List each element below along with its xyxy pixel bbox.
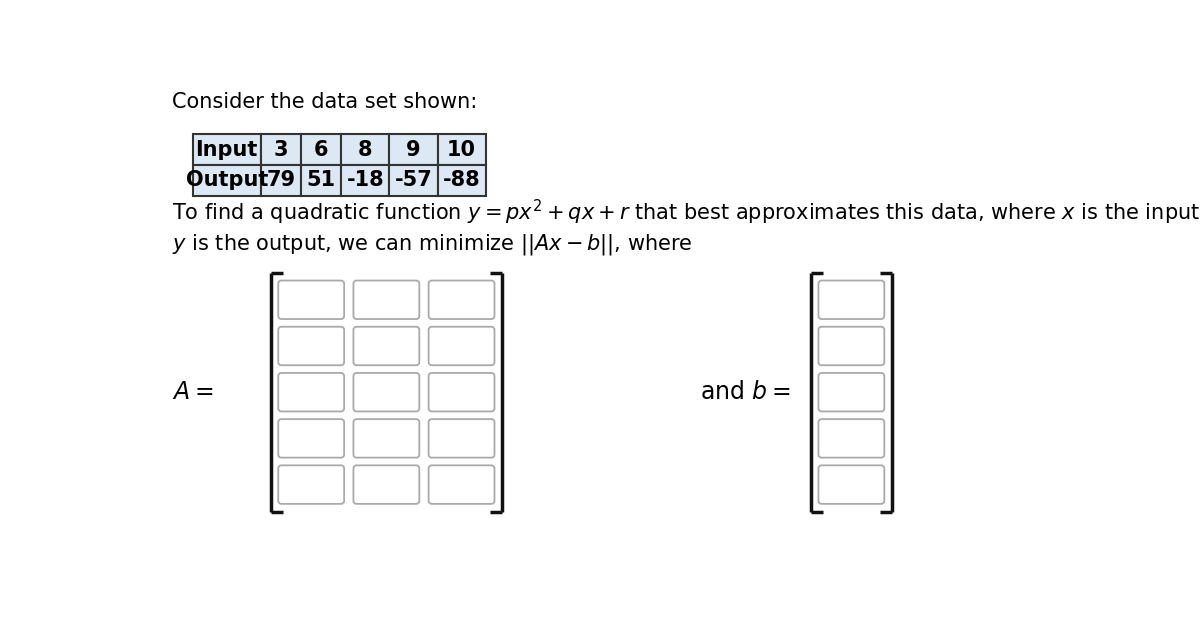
FancyBboxPatch shape [354,419,419,457]
Text: $A =$: $A =$ [172,380,212,404]
FancyBboxPatch shape [818,419,884,457]
FancyBboxPatch shape [278,327,344,365]
Text: and $b =$: and $b =$ [701,380,791,404]
FancyBboxPatch shape [428,465,494,504]
Text: -18: -18 [347,170,384,191]
FancyBboxPatch shape [428,327,494,365]
Text: -88: -88 [443,170,480,191]
Bar [342,134,390,165]
Text: Output: Output [186,170,268,191]
Text: Input: Input [196,139,258,160]
Text: 79: 79 [266,170,295,191]
Text: To find a quadratic function $y = px^2 + qx + r$ that best approximates this dat: To find a quadratic function $y = px^2 +… [172,198,1200,227]
FancyBboxPatch shape [354,327,419,365]
FancyBboxPatch shape [428,419,494,457]
Text: 51: 51 [307,170,336,191]
Text: $y$ is the output, we can minimize $||Ax - b||$, where: $y$ is the output, we can minimize $||Ax… [172,232,692,257]
FancyBboxPatch shape [278,373,344,411]
Text: -57: -57 [395,170,432,191]
FancyBboxPatch shape [428,373,494,411]
Bar [438,165,486,196]
Text: 6: 6 [314,139,329,160]
FancyBboxPatch shape [818,465,884,504]
Text: Consider the data set shown:: Consider the data set shown: [172,92,476,112]
Bar [390,165,438,196]
Bar [260,134,301,165]
FancyBboxPatch shape [818,281,884,319]
FancyBboxPatch shape [354,281,419,319]
Text: 10: 10 [448,139,476,160]
FancyBboxPatch shape [278,465,344,504]
Bar [301,165,342,196]
Bar [260,165,301,196]
FancyBboxPatch shape [428,281,494,319]
Bar [390,134,438,165]
Bar [301,134,342,165]
FancyBboxPatch shape [818,373,884,411]
Bar [438,134,486,165]
FancyBboxPatch shape [278,419,344,457]
Bar [342,165,390,196]
FancyBboxPatch shape [278,281,344,319]
FancyBboxPatch shape [354,465,419,504]
Bar [193,165,260,196]
Text: 3: 3 [274,139,288,160]
Bar [193,134,260,165]
Text: 8: 8 [359,139,373,160]
FancyBboxPatch shape [354,373,419,411]
FancyBboxPatch shape [818,327,884,365]
Text: 9: 9 [406,139,421,160]
